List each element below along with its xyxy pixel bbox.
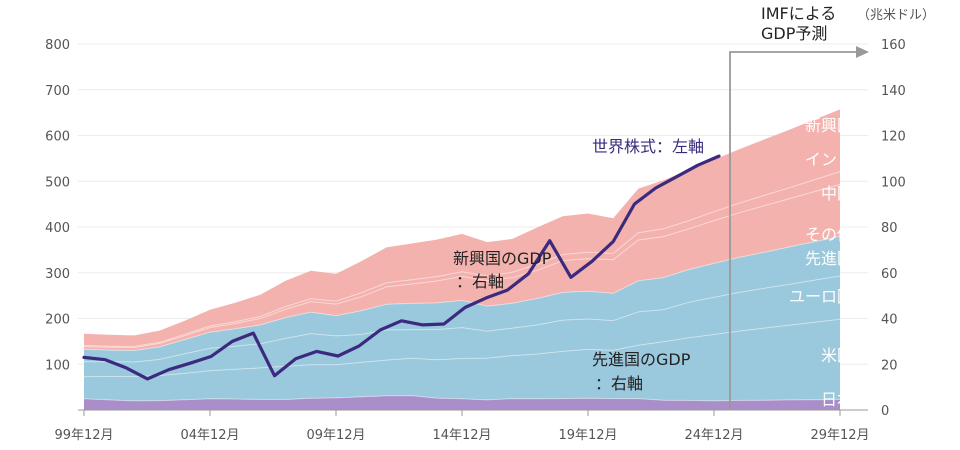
y-left-tick-label: 400 bbox=[45, 221, 70, 236]
series-boundary-lines bbox=[83, 171, 841, 402]
forecast-label-line2: GDP予測 bbox=[761, 24, 827, 43]
y-right-tick-label: 40 bbox=[881, 313, 898, 328]
series-label-japan: 日本 bbox=[821, 390, 853, 409]
x-tick-label: 29年12月 bbox=[810, 428, 869, 443]
boundary-米国 bbox=[83, 318, 841, 378]
x-tick-label: 14年12月 bbox=[432, 428, 491, 443]
forecast-arrowhead bbox=[856, 46, 869, 58]
x-tick-label: 99年12月 bbox=[54, 428, 113, 443]
em-gdp-label-line2: ：右軸 bbox=[456, 272, 504, 291]
axes: 100 200 300 400 500 600 700 800 0 20 40 60 80 100 120 1… bbox=[45, 38, 906, 443]
x-tick-label: 09年12月 bbox=[306, 428, 365, 443]
y-right-tick-label: 20 bbox=[881, 358, 898, 373]
y-left-tick-label: 600 bbox=[45, 130, 70, 145]
x-tick-label: 24年12月 bbox=[684, 428, 743, 443]
stock-line-group bbox=[82, 154, 721, 381]
series-label-other-dm-line2: 先進国 bbox=[805, 249, 853, 268]
y-left-tick-label: 200 bbox=[45, 313, 70, 328]
area-その他先進国 bbox=[84, 236, 840, 362]
dm-gdp-label-line1: 先進国のGDP bbox=[592, 350, 691, 369]
stock-series-label: 世界株式：左軸 bbox=[592, 137, 704, 156]
dm-gdp-label-line2: ：右軸 bbox=[595, 374, 643, 393]
right-axis-unit: （兆米ドル） bbox=[857, 8, 935, 23]
boundary-その他先進国 bbox=[83, 235, 841, 352]
boundary-中国 bbox=[83, 184, 841, 349]
em-gdp-label-line1: 新興国のGDP bbox=[453, 249, 552, 268]
y-right-tick-label: 100 bbox=[881, 175, 906, 190]
y-right-tick-label: 0 bbox=[881, 404, 889, 419]
y-left-tick-label: 700 bbox=[45, 84, 70, 99]
forecast-bracket bbox=[729, 51, 857, 410]
y-left-tick-label: 300 bbox=[45, 267, 70, 282]
y-right-tick-label: 160 bbox=[881, 38, 906, 53]
series-label-other-dm-line1: その他 bbox=[805, 225, 853, 244]
y-right-tick-label: 60 bbox=[881, 267, 898, 282]
y-left-tick-label: 800 bbox=[45, 38, 70, 53]
series-label-euro: ユーロ圏 bbox=[789, 287, 853, 306]
y-right-tick-label: 80 bbox=[881, 221, 898, 236]
series-label-india: インド bbox=[805, 150, 853, 169]
area-中国 bbox=[84, 184, 840, 351]
x-tick-label: 04年12月 bbox=[180, 428, 239, 443]
area-米国 bbox=[84, 319, 840, 401]
y-left-tick-label: 500 bbox=[45, 175, 70, 190]
area-ユーロ圏 bbox=[84, 276, 840, 377]
series-label-other-em-line2: 新興国 bbox=[805, 116, 853, 135]
annotations: IMFによる GDP予測 （兆米ドル） 世界株式：左軸 新興国のGDP ：右軸 … bbox=[453, 4, 935, 410]
y-right-tick-label: 140 bbox=[881, 84, 906, 99]
series-label-china: 中国 bbox=[821, 184, 853, 203]
series-label-other-em-line1: その他 bbox=[805, 93, 853, 112]
area-日本 bbox=[84, 395, 840, 410]
gdp-stacked-areas bbox=[84, 109, 840, 410]
y-right-tick-label: 120 bbox=[881, 130, 906, 145]
boundary-日本 bbox=[83, 395, 841, 402]
forecast-label-line1: IMFによる bbox=[761, 4, 836, 23]
y-left-tick-label: 100 bbox=[45, 358, 70, 373]
boundary-インド bbox=[83, 171, 841, 347]
boundary-ユーロ圏 bbox=[84, 275, 841, 363]
series-label-us: 米国 bbox=[821, 346, 853, 365]
stock-line bbox=[82, 154, 721, 381]
x-tick-label: 19年12月 bbox=[558, 428, 617, 443]
